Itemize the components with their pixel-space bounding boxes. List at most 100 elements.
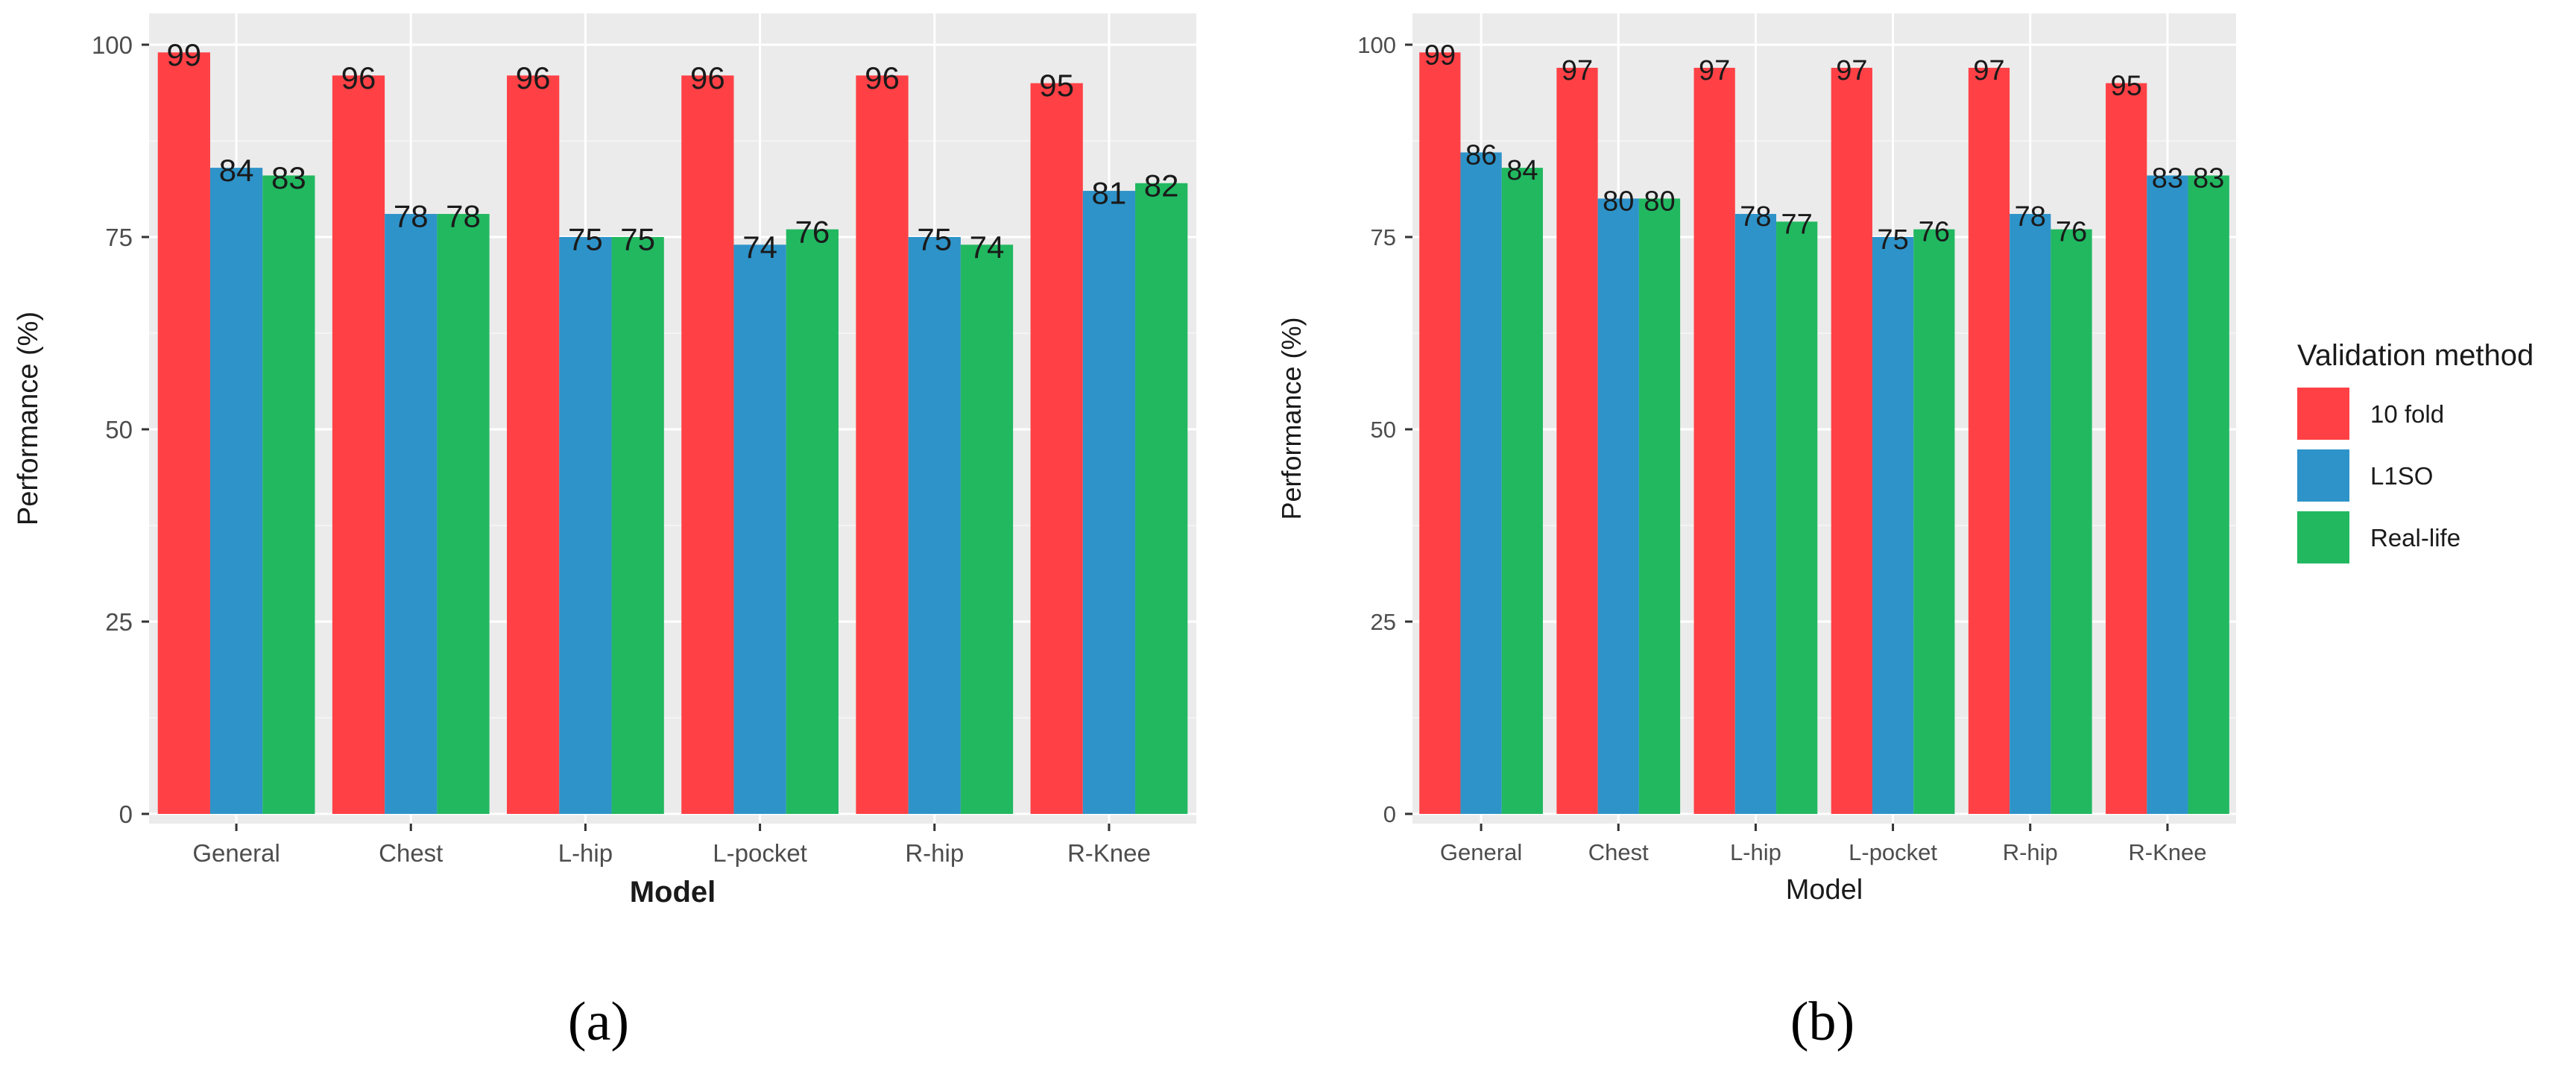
y-axis: 0 25 50 75 100 bbox=[92, 31, 149, 828]
bar bbox=[1638, 198, 1681, 814]
y-axis: 0 25 50 75 100 bbox=[1357, 32, 1412, 827]
data-label: 77 bbox=[1781, 209, 1813, 240]
x-tick-label: L-pocket bbox=[713, 839, 807, 867]
data-label: 97 bbox=[1699, 55, 1730, 86]
data-label: 75 bbox=[620, 222, 655, 257]
bar bbox=[1556, 67, 1598, 814]
bar bbox=[1460, 152, 1502, 815]
x-axis-label: Model bbox=[1786, 874, 1863, 906]
bar bbox=[1872, 237, 1914, 814]
data-label: 82 bbox=[1144, 168, 1179, 203]
data-label: 84 bbox=[219, 153, 254, 188]
x-tick-label: R-Knee bbox=[2128, 839, 2206, 865]
data-label: 74 bbox=[970, 230, 1005, 265]
data-label: 78 bbox=[394, 199, 429, 234]
x-tick-label: Chest bbox=[1588, 839, 1649, 865]
y-tick-label: 50 bbox=[1371, 417, 1396, 443]
bar bbox=[437, 214, 490, 814]
y-axis-label: Performance (%) bbox=[1276, 317, 1307, 519]
x-tick-label: R-Knee bbox=[1067, 839, 1151, 867]
bar bbox=[1030, 83, 1083, 815]
legend-swatch bbox=[2297, 449, 2349, 502]
y-tick-label: 100 bbox=[1357, 32, 1396, 58]
legend-swatch bbox=[2297, 511, 2349, 563]
data-label: 96 bbox=[516, 60, 551, 95]
data-label: 75 bbox=[568, 222, 603, 257]
data-label: 97 bbox=[1562, 55, 1593, 86]
data-label: 76 bbox=[795, 214, 830, 249]
bar bbox=[559, 237, 612, 814]
x-tick-label: L-hip bbox=[1730, 839, 1781, 865]
legend-label: 10 fold bbox=[2370, 400, 2444, 428]
data-label: 78 bbox=[1740, 201, 1771, 233]
y-tick-label: 25 bbox=[1371, 609, 1396, 635]
data-label: 76 bbox=[2056, 217, 2087, 248]
y-tick-label: 100 bbox=[92, 31, 133, 59]
y-tick-label: 75 bbox=[1371, 224, 1396, 250]
data-label: 97 bbox=[1973, 55, 2004, 86]
bar bbox=[1776, 221, 1818, 814]
bar bbox=[786, 229, 839, 814]
data-label: 78 bbox=[446, 199, 481, 234]
bar bbox=[2188, 175, 2229, 814]
bar bbox=[1501, 168, 1543, 814]
data-label: 96 bbox=[690, 60, 725, 95]
x-tick-label: General bbox=[192, 839, 280, 867]
x-tick-label: General bbox=[1440, 839, 1522, 865]
data-label: 75 bbox=[1877, 224, 1908, 256]
bar bbox=[2010, 214, 2051, 814]
data-labels: 99 97 97 97 97 95 86 80 78 75 78 83 84 80 77 76 76 83 bbox=[1424, 40, 2225, 256]
data-label: 96 bbox=[865, 60, 900, 95]
bar bbox=[611, 237, 664, 814]
legend: Validation method 10 fold L1SO Real-life bbox=[2297, 339, 2534, 563]
data-label: 95 bbox=[1039, 68, 1074, 103]
x-tick-label: L-pocket bbox=[1849, 839, 1937, 865]
plot-background bbox=[1412, 13, 2236, 824]
y-axis-label: Performance (%) bbox=[13, 312, 44, 525]
x-axis: General Chest L-hip L-pocket R-hip R-Knee bbox=[192, 824, 1151, 867]
bar bbox=[385, 214, 438, 814]
x-tick-label: R-hip bbox=[905, 839, 964, 867]
data-label: 83 bbox=[2193, 162, 2224, 194]
bar bbox=[2051, 229, 2092, 814]
y-tick-label: 0 bbox=[1383, 801, 1396, 827]
bar bbox=[733, 244, 786, 814]
data-label: 99 bbox=[166, 37, 201, 72]
data-label: 74 bbox=[742, 230, 777, 265]
bar bbox=[1913, 229, 1955, 814]
data-label: 81 bbox=[1092, 176, 1127, 211]
data-label: 80 bbox=[1603, 186, 1634, 217]
panel-caption: (a) bbox=[568, 991, 629, 1052]
bar bbox=[681, 75, 734, 814]
data-label: 75 bbox=[917, 222, 952, 257]
bar bbox=[856, 75, 909, 814]
bars bbox=[1419, 52, 2229, 815]
data-label: 83 bbox=[2152, 162, 2183, 194]
bar bbox=[1082, 191, 1136, 815]
data-label: 78 bbox=[2015, 201, 2046, 233]
y-tick-label: 50 bbox=[105, 416, 133, 443]
bar bbox=[1968, 67, 2010, 814]
x-axis-label: Model bbox=[630, 876, 716, 909]
bar bbox=[960, 244, 1014, 814]
bar bbox=[2147, 175, 2188, 814]
bars bbox=[157, 52, 1188, 815]
bar bbox=[1597, 198, 1639, 814]
data-label: 83 bbox=[271, 160, 306, 195]
bar bbox=[157, 52, 210, 814]
bar bbox=[1693, 67, 1735, 814]
bar bbox=[908, 237, 961, 814]
legend-swatch bbox=[2297, 388, 2349, 440]
bar bbox=[2106, 83, 2147, 815]
bar bbox=[1135, 183, 1188, 814]
plot-background bbox=[149, 13, 1196, 824]
y-tick-label: 75 bbox=[105, 224, 133, 251]
data-label: 80 bbox=[1644, 186, 1675, 217]
x-axis: General Chest L-hip L-pocket R-hip R-Knee bbox=[1440, 824, 2206, 865]
legend-label: Real-life bbox=[2370, 524, 2460, 552]
bar bbox=[1831, 67, 1872, 814]
chart-panel-b: 99 97 97 97 97 95 86 80 78 75 78 83 84 80 77 76 76 83 0 25… bbox=[1276, 13, 2236, 1052]
bar bbox=[262, 175, 315, 814]
legend-title: Validation method bbox=[2297, 339, 2534, 372]
